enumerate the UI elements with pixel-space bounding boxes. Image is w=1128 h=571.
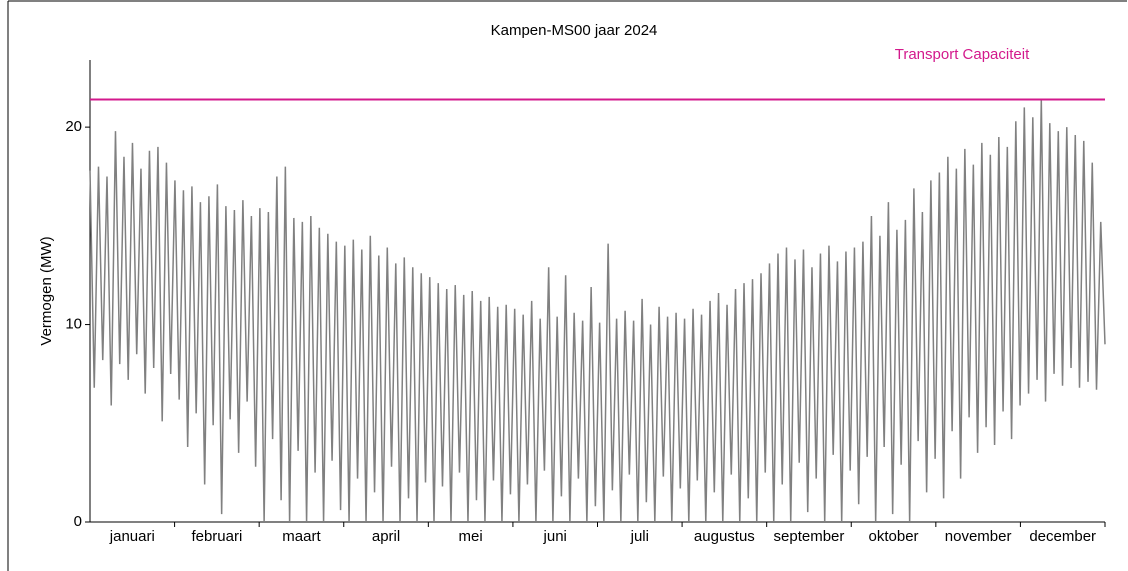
y-axis-label: Vermogen (MW) [38, 236, 55, 345]
x-tick-label: juni [543, 528, 567, 545]
chart-title: Kampen-MS00 jaar 2024 [491, 22, 658, 39]
x-tick-label: november [945, 528, 1012, 545]
x-tick-label: maart [282, 528, 321, 545]
data-line [89, 99, 1106, 523]
x-tick-label: oktober [869, 528, 919, 545]
reference-label: Transport Capaciteit [895, 46, 1030, 63]
x-tick-label: september [774, 528, 845, 545]
x-tick-label: mei [459, 528, 483, 545]
x-tick-label: december [1029, 528, 1096, 545]
x-tick-label: augustus [694, 528, 755, 545]
x-tick-label: februari [191, 528, 242, 545]
y-tick-label: 20 [65, 118, 82, 135]
x-tick-label: januari [109, 528, 155, 545]
y-tick-label: 0 [74, 513, 82, 530]
x-tick-label: april [372, 528, 400, 545]
y-tick-label: 10 [65, 316, 82, 333]
x-tick-label: juli [630, 528, 649, 545]
